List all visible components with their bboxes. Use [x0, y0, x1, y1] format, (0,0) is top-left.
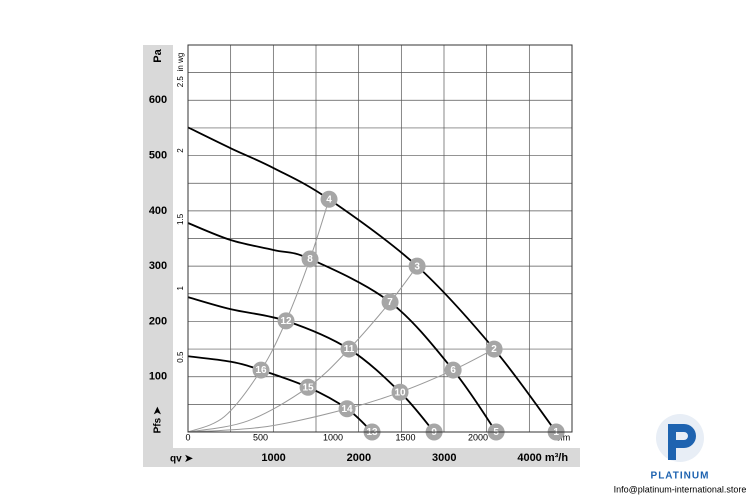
point-label: 2: [491, 344, 497, 355]
operating-point: [338, 400, 356, 418]
operating-point: [299, 378, 317, 396]
y2-tick-label: 2.5: [176, 76, 185, 88]
plot-border: [187, 44, 573, 433]
operating-point: [391, 383, 409, 401]
y2-tick-label: 1.5: [176, 213, 185, 225]
operating-point: [408, 257, 426, 275]
x-tick-label: 1000: [261, 452, 285, 464]
y-tick-label: 500: [149, 149, 167, 161]
point-label: 16: [255, 365, 267, 376]
y-tick-label: 400: [149, 205, 167, 217]
point-label: 7: [387, 297, 393, 308]
point-label: 9: [431, 427, 437, 438]
operating-point: [252, 361, 270, 379]
y2-tick-label: 2: [176, 148, 185, 153]
y-quantity: Pfs ➤: [153, 406, 164, 433]
x-quantity: qv ➤: [170, 454, 193, 465]
point-label: 10: [394, 387, 406, 398]
y2-tick-label: 0.5: [176, 351, 185, 363]
point-label: 5: [493, 427, 499, 438]
operating-point: [444, 361, 462, 379]
operating-point: [301, 250, 319, 268]
point-label: 4: [326, 194, 332, 205]
x2-tick-label: 1000: [323, 432, 343, 442]
x2-tick-label: 0: [185, 432, 190, 442]
bottom-band: [143, 448, 580, 467]
logo-mark: [668, 424, 696, 460]
x2-tick-label: 500: [253, 432, 268, 442]
point-label: 13: [367, 427, 379, 438]
y-tick-label: 300: [149, 260, 167, 272]
operating-point: [320, 190, 338, 208]
point-label: 8: [307, 254, 313, 265]
x-tick-label: 2000: [347, 452, 371, 464]
left-band: [143, 45, 173, 467]
y-tick-label: 200: [149, 315, 167, 327]
email: Info@platinum-international.store: [614, 484, 747, 494]
y-tick-label: 600: [149, 94, 167, 106]
operating-point: [277, 312, 295, 330]
logo-ring: [656, 414, 704, 462]
x2-tick-label: 1500: [395, 432, 415, 442]
x2-tick-label: 2000: [468, 432, 488, 442]
operating-point: [485, 340, 503, 358]
operating-point: [381, 293, 399, 311]
x2-axis-label: cfm: [556, 432, 571, 442]
y-tick-label: 100: [149, 371, 167, 383]
point-label: 12: [280, 316, 292, 327]
y2-tick-label: 1: [176, 286, 185, 291]
point-label: 6: [450, 365, 456, 376]
point-label: 11: [344, 344, 355, 355]
logo: PLATINUM Info@platinum-international.sto…: [614, 414, 747, 494]
point-label: 15: [303, 382, 315, 393]
x-tick-label: 4000 m³/h: [517, 452, 568, 464]
point-label: 3: [414, 261, 420, 272]
brand: PLATINUM: [651, 471, 710, 482]
point-label: 1: [553, 427, 559, 438]
operating-point: [340, 340, 358, 358]
y2-axis-label: in wg: [176, 53, 185, 72]
point-label: 14: [341, 404, 353, 415]
y-axis-label: Pa: [152, 48, 164, 62]
x-tick-label: 3000: [432, 452, 456, 464]
